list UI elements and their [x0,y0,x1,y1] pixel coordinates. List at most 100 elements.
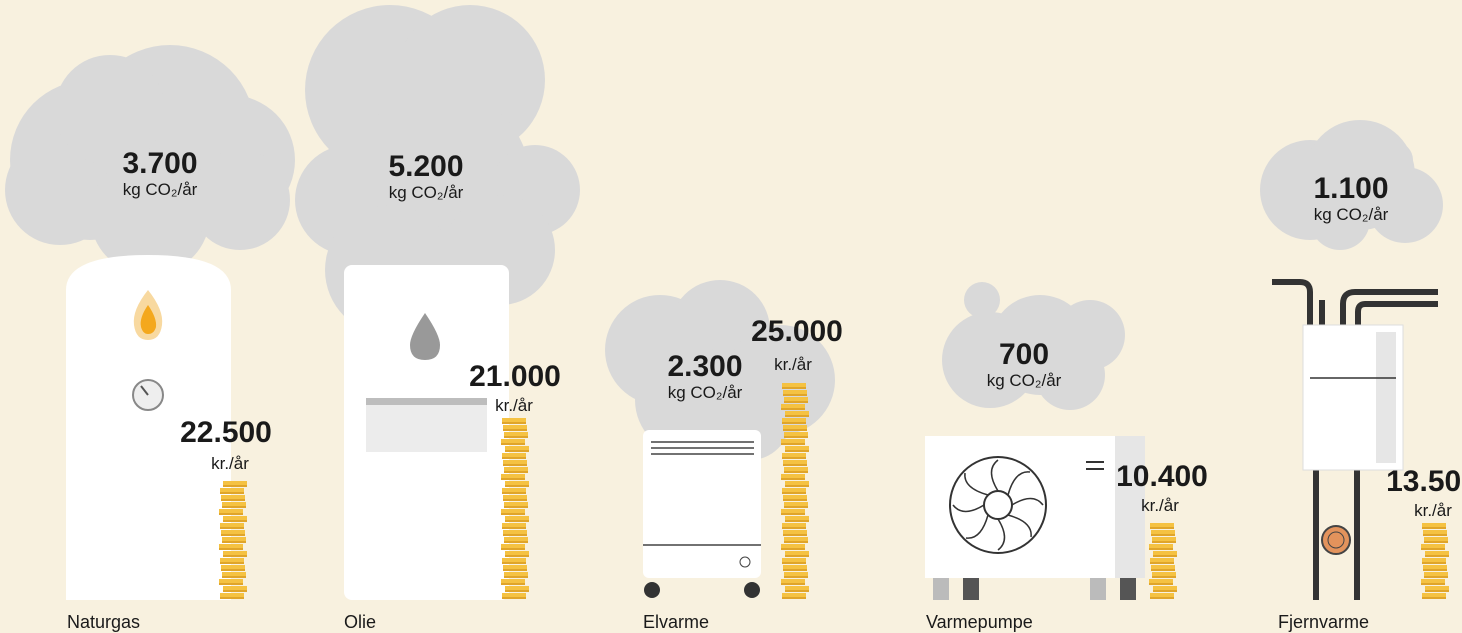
cost-unit: kr./år [774,355,812,374]
coin [782,558,806,564]
coin [1425,586,1449,592]
coin-edge [782,492,806,494]
cost-unit: kr./år [1414,501,1452,520]
coin-edge [221,499,245,501]
coin-edge [222,541,246,543]
coin-edge [785,520,809,522]
gauge-needle [140,385,149,396]
coin [220,558,244,564]
coin [223,481,247,487]
coin-edge [784,436,808,438]
coin [1149,544,1173,550]
coin-edge [782,422,806,424]
pipes [1272,279,1438,600]
coin-edge [223,590,247,592]
coin [504,467,528,473]
cost-unit: kr./år [211,454,249,473]
coin-edge [501,583,525,585]
gas-boiler [66,255,231,600]
coin-stacks [219,383,1449,599]
coin-edge [782,387,806,389]
heat-pump-side [1115,436,1145,578]
coin [502,558,526,564]
coin-edge [785,485,809,487]
coin [1149,579,1173,585]
coin-edge [504,576,528,578]
coin-edge [781,583,805,585]
coin-edge [223,485,247,487]
co2-value: 700 [999,338,1049,371]
coin-edge [781,443,805,445]
coin-edge [783,394,807,396]
coin [784,572,808,578]
coin-edge [784,471,808,473]
coin [783,530,807,536]
coin [504,572,528,578]
co2-value: 1.100 [1313,172,1388,205]
coin-edge [1422,562,1446,564]
coin-edge [503,534,527,536]
coin-edge [505,520,529,522]
radiator-lines [643,441,761,546]
coin-edge [503,499,527,501]
co2-unit: kg CO₂/år [389,183,464,202]
coin [785,446,809,452]
co2-value: 5.200 [388,150,463,183]
coin [1150,593,1174,599]
coin [1150,558,1174,564]
coin-edge [784,541,808,543]
coin [504,537,528,543]
coin-edge [501,478,525,480]
coin [782,418,806,424]
coin [1424,572,1448,578]
coin [783,425,807,431]
coin-edge [1421,548,1445,550]
coin-edge [222,506,246,508]
coin [785,551,809,557]
coin [1424,537,1448,543]
coin [501,474,525,480]
coin [223,551,247,557]
coin-edge [1423,534,1447,536]
coin-edge [785,450,809,452]
coin [501,509,525,515]
coin [502,453,526,459]
flame-inner [140,305,157,334]
coin-edge [781,548,805,550]
coin-edge [1150,597,1174,599]
coin [783,565,807,571]
coin [1423,530,1447,536]
coin [221,495,245,501]
coin-edge [785,555,809,557]
coin-edge [1150,527,1174,529]
coin [220,488,244,494]
coin [1153,551,1177,557]
coin-edge [503,429,527,431]
coin-edge [782,457,806,459]
cost-value: 22.500 [180,416,272,449]
co2-unit: kg CO₂/år [1314,205,1389,224]
coin [221,530,245,536]
coin-edge [1423,569,1447,571]
coin-edge [1424,541,1448,543]
coin-edge [1149,548,1173,550]
coin-edge [784,506,808,508]
coin-edge [784,401,808,403]
coin-edge [502,422,526,424]
coin-edge [783,534,807,536]
coin [1152,537,1176,543]
heating-name: Olie [344,612,376,632]
co2-unit: kg CO₂/år [123,180,198,199]
coin [781,579,805,585]
coin-edge [504,506,528,508]
knob [739,556,751,568]
oil-drop [410,313,440,360]
coin-edge [504,471,528,473]
coin [502,523,526,529]
pump-inner [1327,531,1345,549]
coin-edge [781,513,805,515]
coin-edge [781,478,805,480]
panel-top [366,398,487,405]
coin-edge [781,408,805,410]
